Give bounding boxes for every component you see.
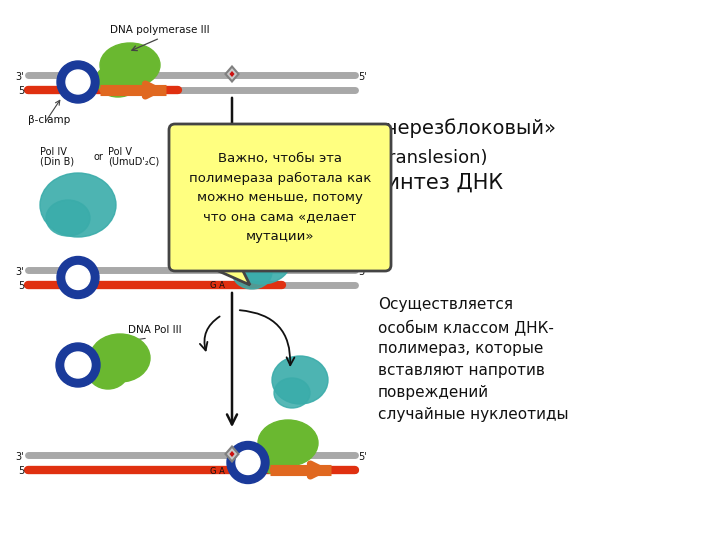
Polygon shape bbox=[225, 261, 238, 276]
Text: G A: G A bbox=[210, 467, 225, 476]
Text: повреждений: повреждений bbox=[378, 386, 489, 401]
Circle shape bbox=[66, 266, 90, 289]
Circle shape bbox=[57, 256, 99, 299]
Text: 5': 5' bbox=[358, 72, 366, 82]
Text: DNA Pol III: DNA Pol III bbox=[128, 325, 182, 335]
Polygon shape bbox=[225, 66, 238, 82]
Ellipse shape bbox=[258, 420, 318, 466]
Text: DNA polymerase III: DNA polymerase III bbox=[110, 25, 210, 35]
Text: (translesion): (translesion) bbox=[375, 149, 488, 167]
Text: β-clamp: β-clamp bbox=[28, 115, 71, 125]
Text: синтез ДНК: синтез ДНК bbox=[375, 173, 503, 193]
Text: G A: G A bbox=[210, 281, 225, 291]
Circle shape bbox=[57, 61, 99, 103]
Ellipse shape bbox=[100, 43, 160, 87]
FancyBboxPatch shape bbox=[169, 124, 391, 271]
Circle shape bbox=[227, 442, 269, 483]
Text: 5': 5' bbox=[358, 267, 366, 277]
Polygon shape bbox=[205, 265, 250, 285]
Text: Осуществляется: Осуществляется bbox=[378, 298, 513, 313]
Text: Pol IV: Pol IV bbox=[40, 147, 67, 157]
Text: полимераз, которые: полимераз, которые bbox=[378, 341, 544, 356]
Text: 5': 5' bbox=[358, 452, 366, 462]
Ellipse shape bbox=[46, 200, 90, 236]
Text: 3': 3' bbox=[15, 72, 24, 82]
Text: or: or bbox=[93, 152, 103, 162]
Text: (Din B): (Din B) bbox=[40, 157, 74, 167]
Polygon shape bbox=[230, 71, 235, 77]
Ellipse shape bbox=[40, 173, 116, 237]
Ellipse shape bbox=[96, 63, 140, 97]
Text: случайные нуклеотиды: случайные нуклеотиды bbox=[378, 408, 569, 422]
Ellipse shape bbox=[88, 355, 128, 389]
Text: 3': 3' bbox=[15, 267, 24, 277]
Text: особым классом ДНК-: особым классом ДНК- bbox=[378, 319, 554, 335]
Polygon shape bbox=[225, 447, 238, 462]
Text: Важно, чтобы эта
полимераза работала как
можно меньше, потому
что она сама «дела: Важно, чтобы эта полимераза работала как… bbox=[189, 152, 372, 243]
Ellipse shape bbox=[90, 334, 150, 382]
Ellipse shape bbox=[270, 153, 310, 187]
Text: вставляют напротив: вставляют напротив bbox=[378, 363, 545, 379]
Text: 5: 5 bbox=[18, 281, 24, 291]
Circle shape bbox=[65, 352, 91, 378]
Circle shape bbox=[236, 450, 260, 475]
Polygon shape bbox=[207, 263, 238, 268]
Ellipse shape bbox=[232, 232, 292, 284]
Polygon shape bbox=[230, 266, 235, 272]
Text: 5: 5 bbox=[18, 466, 24, 476]
Text: 3': 3' bbox=[15, 452, 24, 462]
Text: (UmuD'₂C): (UmuD'₂C) bbox=[108, 157, 159, 167]
Text: Pol V: Pol V bbox=[108, 147, 132, 157]
Text: «черезблоковый»: «черезблоковый» bbox=[375, 118, 557, 138]
Ellipse shape bbox=[272, 356, 328, 404]
Ellipse shape bbox=[232, 255, 272, 289]
Circle shape bbox=[66, 70, 90, 94]
Polygon shape bbox=[230, 451, 235, 457]
Text: 5: 5 bbox=[18, 86, 24, 96]
Ellipse shape bbox=[256, 440, 296, 474]
Circle shape bbox=[56, 343, 100, 387]
Ellipse shape bbox=[274, 378, 310, 408]
